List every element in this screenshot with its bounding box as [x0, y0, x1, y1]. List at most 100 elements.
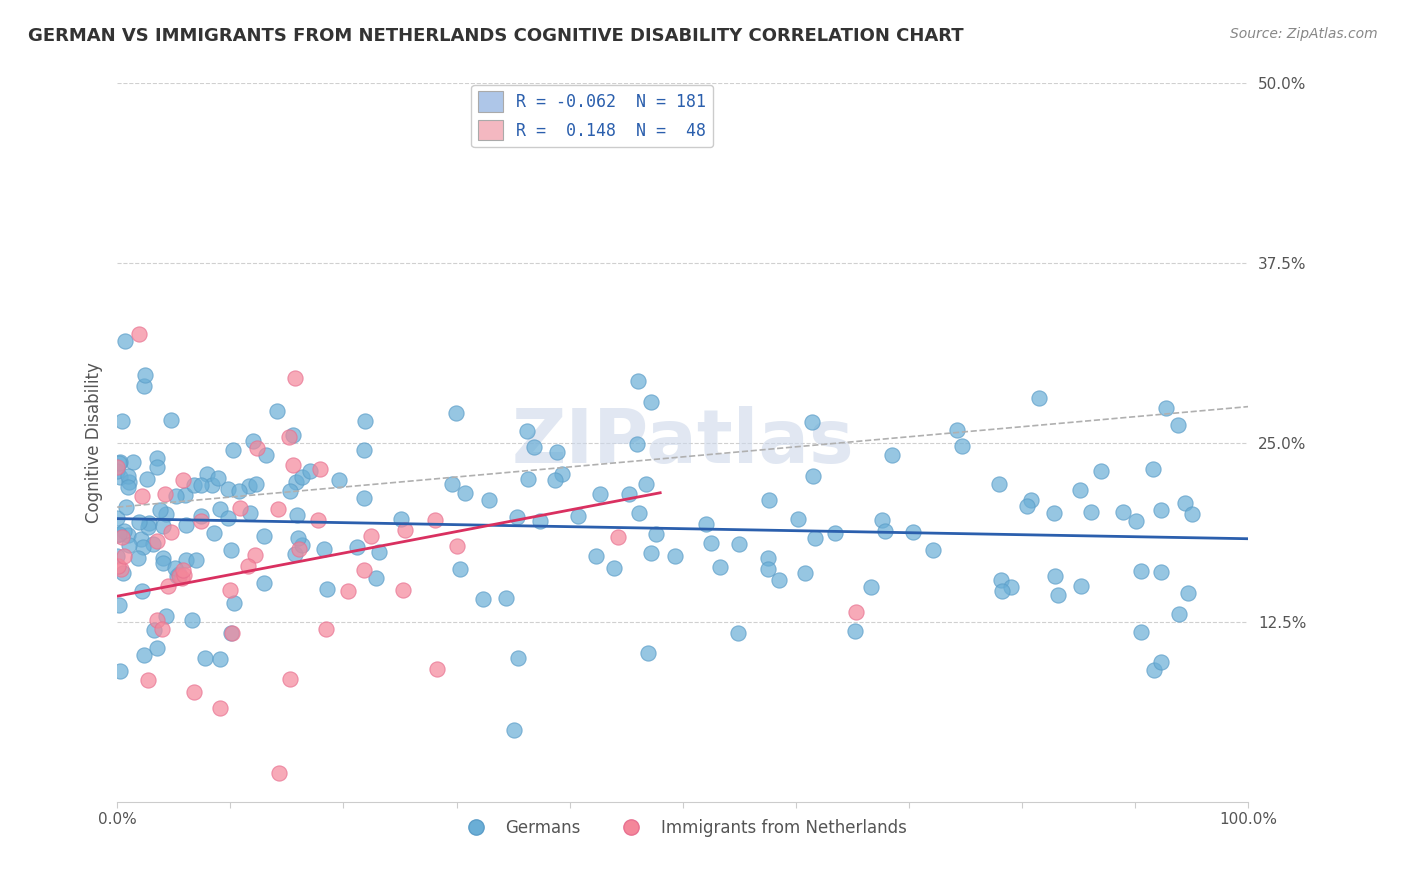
Point: [1047, 588, 1070, 602]
Point: [606, 530, 628, 544]
Point: [389, 511, 412, 525]
Point: [150, 622, 173, 636]
Point: [281, 458, 304, 472]
Point: [1080, 505, 1102, 519]
Point: [228, 484, 250, 499]
Point: [1017, 499, 1039, 513]
Point: [291, 538, 314, 552]
Point: [254, 448, 277, 462]
Point: [107, 549, 129, 563]
Point: [110, 562, 132, 576]
Point: [152, 518, 174, 533]
Point: [640, 394, 662, 409]
Point: [136, 520, 159, 534]
Point: [180, 614, 202, 628]
Point: [801, 469, 824, 483]
Point: [1130, 564, 1153, 578]
Point: [768, 573, 790, 587]
Point: [221, 626, 243, 640]
Point: [634, 476, 657, 491]
Point: [169, 568, 191, 582]
Point: [360, 529, 382, 543]
Point: [353, 563, 375, 577]
Point: [336, 583, 359, 598]
Point: [394, 524, 416, 538]
Point: [174, 488, 197, 502]
Point: [217, 511, 239, 525]
Point: [644, 527, 666, 541]
Point: [1000, 581, 1022, 595]
Point: [138, 516, 160, 530]
Point: [550, 467, 572, 481]
Point: [149, 502, 172, 516]
Point: [1149, 565, 1171, 579]
Point: [1150, 655, 1173, 669]
Point: [991, 583, 1014, 598]
Point: [197, 467, 219, 481]
Point: [945, 423, 967, 437]
Point: [1069, 483, 1091, 497]
Point: [108, 456, 131, 470]
Point: [266, 404, 288, 418]
Point: [111, 414, 134, 428]
Point: [727, 625, 749, 640]
Point: [174, 553, 197, 567]
Point: [1045, 569, 1067, 583]
Point: [803, 531, 825, 545]
Point: [105, 528, 128, 542]
Point: [208, 502, 231, 516]
Point: [990, 573, 1012, 587]
Point: [1070, 578, 1092, 592]
Point: [183, 685, 205, 699]
Point: [700, 536, 723, 550]
Point: [478, 493, 501, 508]
Point: [1167, 417, 1189, 432]
Point: [1177, 586, 1199, 600]
Point: [131, 489, 153, 503]
Point: [1125, 515, 1147, 529]
Point: [664, 549, 686, 563]
Point: [284, 371, 307, 385]
Point: [190, 514, 212, 528]
Point: [1174, 496, 1197, 510]
Point: [471, 592, 494, 607]
Point: [585, 549, 607, 563]
Point: [446, 539, 468, 553]
Point: [128, 516, 150, 530]
Point: [222, 442, 245, 457]
Point: [368, 544, 391, 558]
Point: [354, 413, 377, 427]
Point: [546, 445, 568, 459]
Point: [880, 448, 903, 462]
Point: [132, 540, 155, 554]
Point: [110, 455, 132, 469]
Point: [695, 517, 717, 532]
Point: [278, 483, 301, 498]
Point: [219, 543, 242, 558]
Point: [117, 480, 139, 494]
Point: [110, 470, 132, 484]
Point: [208, 652, 231, 666]
Point: [118, 475, 141, 489]
Point: [758, 493, 780, 508]
Point: [522, 440, 544, 454]
Point: [1143, 663, 1166, 677]
Legend: Germans, Immigrants from Netherlands: Germans, Immigrants from Netherlands: [453, 813, 914, 844]
Point: [134, 379, 156, 393]
Point: [245, 476, 267, 491]
Point: [315, 622, 337, 636]
Point: [163, 561, 186, 575]
Point: [246, 441, 269, 455]
Point: [111, 530, 134, 544]
Point: [617, 487, 640, 501]
Point: [283, 427, 305, 442]
Point: [626, 437, 648, 451]
Point: [190, 478, 212, 492]
Point: [506, 510, 529, 524]
Point: [152, 556, 174, 570]
Point: [167, 566, 190, 581]
Point: [801, 415, 824, 429]
Point: [709, 560, 731, 574]
Point: [145, 460, 167, 475]
Point: [637, 646, 659, 660]
